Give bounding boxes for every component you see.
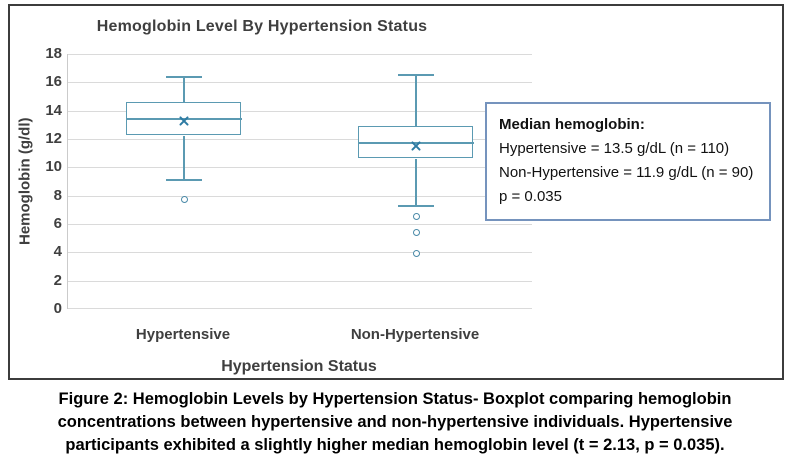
boxplot-non-hypertensive-mean-marker bbox=[410, 140, 422, 152]
plot-area bbox=[67, 54, 532, 309]
boxplot-hypertensive-upper-whisker bbox=[183, 76, 185, 103]
chart-frame: Hemoglobin Level By Hypertension Status … bbox=[8, 4, 784, 380]
gridline bbox=[68, 280, 532, 282]
y-tick-label: 16 bbox=[45, 73, 62, 91]
gridline bbox=[68, 224, 532, 225]
y-tick-label: 18 bbox=[45, 45, 62, 62]
chart-title: Hemoglobin Level By Hypertension Status bbox=[96, 18, 428, 35]
gridline bbox=[68, 82, 532, 84]
y-tick-label: 12 bbox=[45, 130, 62, 147]
boxplot-non-hypertensive-outlier-point bbox=[412, 250, 420, 258]
boxplot-non-hypertensive-box bbox=[358, 126, 473, 158]
boxplot-non-hypertensive-lower-whisker bbox=[415, 158, 417, 206]
y-tick-label: 0 bbox=[53, 300, 62, 317]
gridline bbox=[68, 110, 532, 112]
boxplot-non-hypertensive-lower-whisker-cap bbox=[398, 204, 434, 207]
boxplot-hypertensive-lower-whisker bbox=[183, 136, 185, 181]
gridline bbox=[68, 308, 532, 309]
annotation-line-hypertensive: Hypertensive = 13.5 g/dL (n = 110) bbox=[499, 140, 730, 157]
x-category-label-hypertensive: Hypertensive bbox=[135, 326, 231, 343]
annotation-line-pvalue: p = 0.035 bbox=[499, 188, 562, 205]
y-tick-label: 10 bbox=[45, 158, 62, 176]
figure-caption: Figure 2: Hemoglobin Levels by Hypertens… bbox=[0, 388, 790, 457]
gridline bbox=[68, 252, 532, 254]
x-category-label-non-hypertensive: Non-Hypertensive bbox=[350, 326, 480, 343]
annotation-line-non-hypertensive: Non-Hypertensive = 11.9 g/dL (n = 90) bbox=[499, 164, 754, 181]
boxplot-non-hypertensive-upper-whisker-cap bbox=[398, 74, 434, 77]
caption-line-2: concentrations between hypertensive and … bbox=[57, 413, 733, 431]
y-tick-label: 2 bbox=[53, 271, 62, 289]
boxplot-hypertensive-mean-marker bbox=[178, 115, 190, 127]
y-tick-label: 14 bbox=[45, 101, 62, 119]
boxplot-hypertensive-upper-whisker-cap bbox=[166, 75, 202, 78]
annotation-heading: Median hemoglobin: bbox=[499, 116, 645, 133]
gridline bbox=[68, 195, 532, 197]
y-tick-label: 6 bbox=[53, 215, 62, 232]
median-annotation-box: Median hemoglobin: Hypertensive = 13.5 g… bbox=[485, 102, 771, 221]
gridline bbox=[68, 139, 532, 140]
boxplot-non-hypertensive-outlier-point bbox=[412, 213, 420, 221]
boxplot-non-hypertensive-upper-whisker bbox=[415, 75, 417, 127]
y-tick-label: 8 bbox=[53, 186, 62, 204]
boxplot-hypertensive-lower-whisker-cap bbox=[166, 179, 202, 182]
boxplot-non-hypertensive-outlier-point bbox=[412, 229, 420, 236]
gridline bbox=[68, 167, 532, 169]
y-axis-tick-labels: 0 2 4 6 8 10 12 14 16 18 bbox=[18, 45, 62, 317]
x-axis-title: Hypertension Status bbox=[221, 358, 377, 375]
gridline bbox=[68, 54, 532, 55]
caption-line-3: participants exhibited a slightly higher… bbox=[65, 436, 725, 454]
caption-line-1: Figure 2: Hemoglobin Levels by Hypertens… bbox=[58, 390, 732, 408]
boxplot-hypertensive-outlier-point bbox=[180, 196, 188, 204]
y-tick-label: 4 bbox=[53, 243, 62, 261]
